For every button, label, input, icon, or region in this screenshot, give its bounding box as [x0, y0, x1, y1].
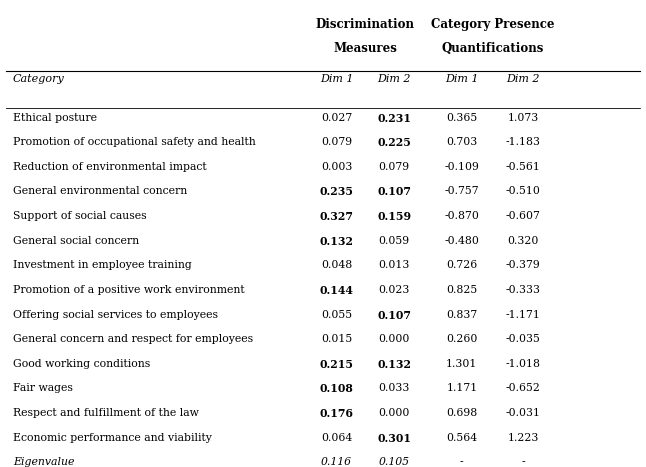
Text: 0.159: 0.159 [377, 211, 411, 222]
Text: 0.064: 0.064 [321, 432, 352, 443]
Text: -0.031: -0.031 [506, 408, 541, 418]
Text: 0.013: 0.013 [379, 260, 410, 270]
Text: -0.333: -0.333 [506, 285, 541, 295]
Text: 1.171: 1.171 [446, 383, 477, 393]
Text: 0.023: 0.023 [379, 285, 410, 295]
Text: Promotion of a positive work environment: Promotion of a positive work environment [13, 285, 245, 295]
Text: 0.107: 0.107 [377, 310, 411, 320]
Text: 0.033: 0.033 [379, 383, 410, 393]
Text: 0.055: 0.055 [321, 310, 352, 319]
Text: Investment in employee training: Investment in employee training [13, 260, 192, 270]
Text: General concern and respect for employees: General concern and respect for employee… [13, 334, 253, 344]
Text: -1.183: -1.183 [506, 137, 541, 147]
Text: 0.015: 0.015 [321, 334, 352, 344]
Text: 0.726: 0.726 [446, 260, 477, 270]
Text: 0.132: 0.132 [377, 359, 411, 370]
Text: 0.000: 0.000 [379, 408, 410, 418]
Text: Economic performance and viability: Economic performance and viability [13, 432, 212, 443]
Text: 0.059: 0.059 [379, 236, 410, 246]
Text: Support of social causes: Support of social causes [13, 211, 147, 221]
Text: 0.837: 0.837 [446, 310, 477, 319]
Text: 1.301: 1.301 [446, 359, 477, 369]
Text: 0.079: 0.079 [379, 162, 410, 172]
Text: 0.003: 0.003 [321, 162, 352, 172]
Text: Respect and fulfillment of the law: Respect and fulfillment of the law [13, 408, 199, 418]
Text: 1.073: 1.073 [508, 113, 539, 123]
Text: Category Presence: Category Presence [431, 18, 554, 31]
Text: Discrimination: Discrimination [316, 18, 415, 31]
Text: 0.144: 0.144 [320, 285, 353, 296]
Text: 0.225: 0.225 [377, 137, 411, 148]
Text: 0.235: 0.235 [320, 186, 353, 198]
Text: 0.698: 0.698 [446, 408, 477, 418]
Text: -: - [460, 457, 464, 467]
Text: Ethical posture: Ethical posture [13, 113, 97, 123]
Text: 0.327: 0.327 [320, 211, 353, 222]
Text: Measures: Measures [333, 42, 397, 56]
Text: 0.260: 0.260 [446, 334, 477, 344]
Text: Fair wages: Fair wages [13, 383, 73, 393]
Text: -: - [521, 457, 525, 467]
Text: Category: Category [13, 74, 65, 85]
Text: 0.365: 0.365 [446, 113, 477, 123]
Text: 0.108: 0.108 [320, 383, 353, 395]
Text: Promotion of occupational safety and health: Promotion of occupational safety and hea… [13, 137, 256, 147]
Text: 0.176: 0.176 [320, 408, 353, 419]
Text: 1.223: 1.223 [508, 432, 539, 443]
Text: 0.027: 0.027 [321, 113, 352, 123]
Text: 0.000: 0.000 [379, 334, 410, 344]
Text: Good working conditions: Good working conditions [13, 359, 150, 369]
Text: -0.757: -0.757 [444, 186, 479, 197]
Text: Dim 2: Dim 2 [377, 74, 411, 85]
Text: 0.116: 0.116 [321, 457, 352, 467]
Text: 0.079: 0.079 [321, 137, 352, 147]
Text: -0.109: -0.109 [444, 162, 479, 172]
Text: Eigenvalue: Eigenvalue [13, 457, 74, 467]
Text: 0.107: 0.107 [377, 186, 411, 198]
Text: -0.035: -0.035 [506, 334, 541, 344]
Text: 0.215: 0.215 [320, 359, 353, 370]
Text: -0.510: -0.510 [506, 186, 541, 197]
Text: Dim 2: Dim 2 [506, 74, 540, 85]
Text: Dim 1: Dim 1 [320, 74, 353, 85]
Text: 0.564: 0.564 [446, 432, 477, 443]
Text: 0.132: 0.132 [320, 236, 353, 247]
Text: -0.607: -0.607 [506, 211, 541, 221]
Text: 0.320: 0.320 [508, 236, 539, 246]
Text: 0.048: 0.048 [321, 260, 352, 270]
Text: -1.171: -1.171 [506, 310, 541, 319]
Text: Reduction of environmental impact: Reduction of environmental impact [13, 162, 207, 172]
Text: -0.480: -0.480 [444, 236, 479, 246]
Text: 0.301: 0.301 [377, 432, 411, 444]
Text: Offering social services to employees: Offering social services to employees [13, 310, 218, 319]
Text: -0.379: -0.379 [506, 260, 541, 270]
Text: 0.825: 0.825 [446, 285, 477, 295]
Text: General social concern: General social concern [13, 236, 139, 246]
Text: General environmental concern: General environmental concern [13, 186, 187, 197]
Text: -0.561: -0.561 [506, 162, 541, 172]
Text: Quantifications: Quantifications [441, 42, 544, 56]
Text: Dim 1: Dim 1 [445, 74, 479, 85]
Text: 0.703: 0.703 [446, 137, 477, 147]
Text: -1.018: -1.018 [506, 359, 541, 369]
Text: -0.652: -0.652 [506, 383, 541, 393]
Text: -0.870: -0.870 [444, 211, 479, 221]
Text: 0.105: 0.105 [379, 457, 410, 467]
Text: 0.231: 0.231 [377, 113, 411, 124]
